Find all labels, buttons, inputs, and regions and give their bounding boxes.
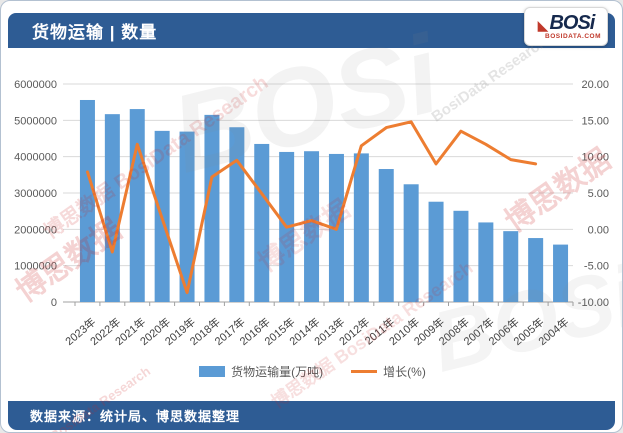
right-axis-tick: 10.00 [581,152,609,164]
left-axis-tick: 5000000 [14,115,57,127]
bar-2017年 [229,127,245,302]
left-axis-tick: 4000000 [14,152,57,164]
legend-item-line: 增长(%) [351,363,426,380]
bar-2021年 [129,109,145,302]
left-axis-tick: 6000000 [14,79,57,91]
bar-2012年 [353,153,369,302]
right-axis-tick: -10.00 [578,297,609,309]
header-band: 货物运输 | 数量 [8,13,615,48]
bar-2019年 [179,131,195,302]
bar-2022年 [104,114,120,302]
page-title: 货物运输 | 数量 [32,23,158,42]
line-series-swatch [351,370,378,373]
right-axis-tick: 0.00 [588,224,609,236]
right-axis-tick: 15.00 [581,115,609,127]
chart-legend: 货物运输量(万吨) 增长(%) [1,363,622,380]
bar-2007年 [478,222,494,302]
bar-2010年 [403,184,419,302]
data-source-note: 数据来源：统计局、博思数据整理 [30,409,241,424]
logo-domain: BOSIDATA.COM [545,33,601,40]
legend-item-bars: 货物运输量(万吨) [199,363,323,380]
right-axis-tick: 5.00 [588,188,609,200]
bar-2018年 [204,114,220,302]
bar-2008年 [453,210,469,302]
logo-brand: BOSi [549,12,595,34]
bar-2005年 [528,238,544,302]
legend-label-line: 增长(%) [383,365,426,379]
growth-line [86,120,538,295]
right-axis-tick: -5.00 [584,261,609,273]
left-axis-tick: 3000000 [14,188,57,200]
bar-2004年 [553,244,569,302]
left-axis-tick: 0 [51,297,57,309]
chart-area: 0 -10.00 1000000 -5.00 2000000 0.00 3000000 5.0… [1,49,622,369]
bar-2009年 [428,201,444,302]
bar-2023年 [79,99,95,302]
right-axis-tick: 20.00 [581,79,609,91]
bosi-logo: ◣ BOSi BOSIDATA.COM [524,7,608,46]
legend-label-bars: 货物运输量(万吨) [231,365,324,379]
bar-2016年 [254,143,270,302]
footer-band: 数据来源：统计局、博思数据整理 [8,401,615,430]
bar-series-swatch [199,366,226,377]
left-axis-tick: 2000000 [14,224,57,236]
freight-chart: 0 -10.00 1000000 -5.00 2000000 0.00 3000000 5.0… [14,79,609,348]
bar-2006年 [503,231,519,302]
left-axis-tick: 1000000 [14,261,57,273]
bar-2011年 [378,169,394,302]
logo-accent-icon: ◣ [537,17,549,33]
bar-2014年 [304,151,320,302]
